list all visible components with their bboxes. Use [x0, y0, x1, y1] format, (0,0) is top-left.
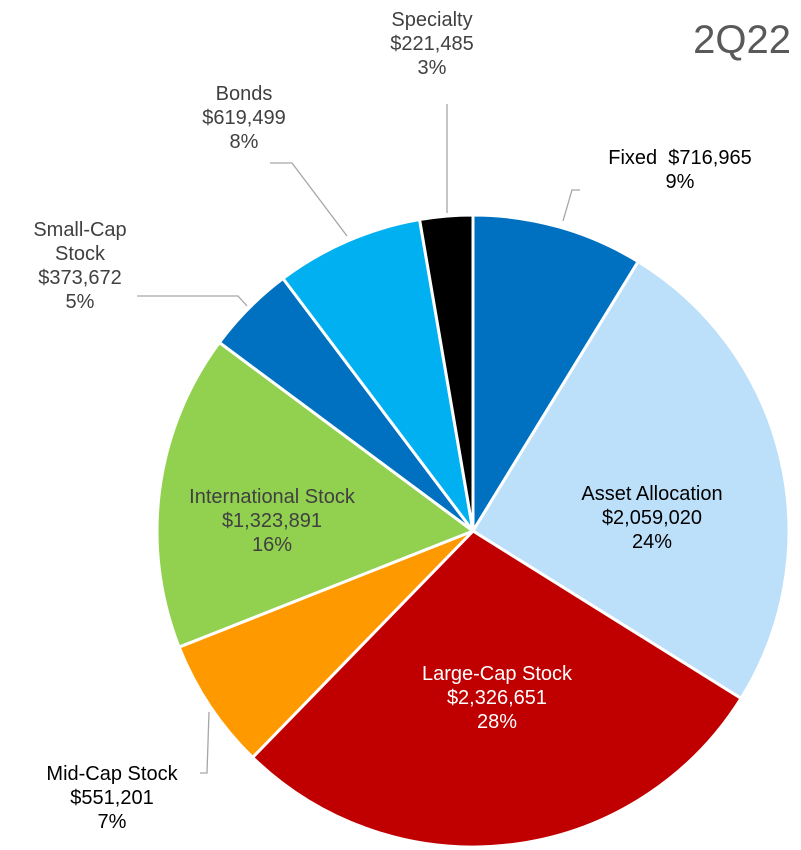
category-label: International Stock: [189, 486, 355, 508]
percent-label: 8%: [229, 131, 259, 153]
value-label: $1,323,891: [221, 510, 323, 532]
leader-line: [270, 162, 348, 237]
category-label: Mid-Cap Stock: [46, 763, 178, 785]
slice-label: Asset Allocation $2,059,020 24%: [532, 482, 772, 554]
percent-label: 7%: [97, 811, 127, 833]
pie-slice: [418, 213, 475, 533]
leader-line: [200, 711, 210, 774]
value-label: $619,499: [202, 107, 286, 129]
slice-label: Small-Cap Stock $373,672 5%: [15, 218, 145, 314]
pie-slice: [471, 260, 791, 700]
percent-label: 3%: [417, 57, 447, 79]
leader-line: [137, 295, 248, 307]
category-label: Specialty: [391, 9, 473, 31]
chart-title: 2Q22: [693, 18, 791, 62]
pie-slice: [155, 340, 475, 649]
leader-line: [562, 189, 580, 222]
value-label: $373,672: [38, 267, 122, 289]
label-line: Fixed $716,965: [550, 146, 801, 170]
slice-label: Large-Cap Stock $2,326,651 28%: [417, 662, 577, 734]
pie-slice: [177, 529, 475, 759]
pie-slice: [281, 218, 475, 533]
pie-slice: [251, 529, 743, 849]
value-label: $2,059,020: [601, 507, 703, 529]
leader-lines: [137, 104, 580, 774]
slice-label: Mid-Cap Stock $551,201 7%: [12, 762, 212, 834]
percent-label: 28%: [476, 711, 518, 733]
value-label: $716,965: [668, 147, 752, 169]
slice-label: International Stock $1,323,891 16%: [152, 485, 392, 557]
slice-label: Specialty $221,485 3%: [367, 8, 497, 80]
value-label: $2,326,651: [446, 687, 548, 709]
slice-label: Fixed $716,965 9%: [550, 146, 801, 194]
value-label: $551,201: [70, 787, 154, 809]
slice-label: Bonds $619,499 8%: [179, 82, 309, 154]
percent-label: 5%: [65, 291, 95, 313]
percent-label: 16%: [251, 534, 293, 556]
percent-label: 24%: [631, 531, 673, 553]
category-label: Large-Cap Stock: [421, 663, 573, 685]
category-label: Fixed: [608, 147, 658, 169]
value-label: $221,485: [390, 33, 474, 55]
percent-label: 9%: [665, 171, 695, 193]
pie-slice: [471, 213, 640, 533]
category-label: Bonds: [215, 83, 273, 105]
category-label: Asset Allocation: [581, 483, 723, 505]
category-label: Small-Cap Stock: [33, 219, 127, 265]
